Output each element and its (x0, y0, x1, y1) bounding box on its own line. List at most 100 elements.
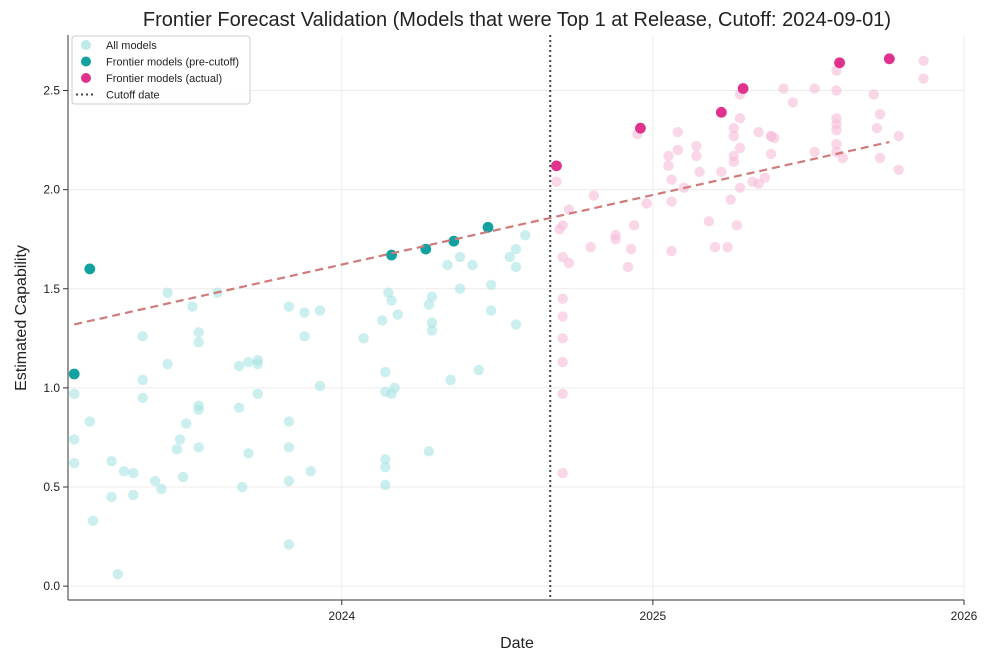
scatter-point-all-pre (174, 434, 186, 445)
scatter-point-all-pre (283, 475, 295, 487)
scatter-point-all-post (769, 132, 780, 144)
scatter-point-all-pre (392, 309, 403, 320)
scatter-point-all-post (666, 174, 677, 185)
scatter-point-all-post (734, 142, 746, 154)
scatter-point-all-pre (442, 259, 453, 271)
scatter-point-all-pre (520, 230, 531, 241)
y-tick-label: 1.5 (43, 282, 60, 296)
scatter-point-all-pre (233, 360, 245, 372)
scatter-point-all-post (625, 243, 637, 255)
scatter-point-all-post (831, 85, 842, 96)
scatter-point-all-pre (389, 382, 400, 394)
scatter-point-all-pre (112, 569, 123, 580)
scatter-point-all-pre (69, 434, 80, 445)
scatter-point-all-post (563, 257, 575, 269)
scatter-point-all-post (703, 216, 715, 227)
scatter-point-all-post (691, 140, 702, 152)
scatter-point-all-post (728, 130, 739, 142)
scatter-point-all-pre (156, 483, 167, 495)
scatter-point-frontier-actual (715, 106, 727, 118)
scatter-point-all-pre (128, 489, 139, 501)
scatter-point-all-post (831, 138, 842, 150)
scatter-point-all-post (694, 166, 705, 177)
scatter-point-all-pre (510, 243, 522, 255)
scatter-point-all-pre (314, 305, 326, 316)
scatter-point-all-post (734, 182, 746, 193)
scatter-point-all-post (722, 241, 733, 253)
scatter-point-all-post (837, 152, 848, 164)
legend-marker-swatch (81, 73, 91, 83)
scatter-point-all-post (691, 150, 702, 162)
x-tick-label: 2025 (640, 609, 667, 623)
scatter-point-frontier-pre (386, 249, 397, 261)
scatter-point-all-pre (454, 251, 466, 263)
scatter-point-all-pre (485, 305, 497, 316)
gridlines (68, 35, 965, 600)
scatter-point-all-pre (445, 374, 456, 386)
legend-label: All models (106, 40, 157, 52)
scatter-point-all-pre (193, 442, 204, 453)
scatter-point-all-pre (69, 388, 80, 400)
y-tick-label: 2.5 (43, 84, 60, 98)
scatter-point-all-pre (380, 366, 391, 378)
scatter-point-all-post (557, 220, 568, 231)
scatter-point-frontier-pre (482, 221, 494, 233)
scatter-point-all-post (557, 467, 568, 479)
scatter-point-all-pre (193, 404, 204, 415)
scatter-point-all-pre (426, 291, 438, 302)
scatter-point-all-pre (187, 301, 198, 312)
scatter-point-all-pre (252, 358, 263, 370)
scatter-point-all-post (871, 122, 883, 134)
scatter-point-all-post (716, 166, 727, 177)
scatter-point-all-post (765, 148, 777, 160)
scatter-point-frontier-actual (551, 160, 562, 172)
scatter-point-all-pre (87, 515, 99, 526)
scatter-point-all-pre (193, 337, 204, 348)
scatter-point-all-pre (137, 331, 148, 342)
scatter-point-all-pre (181, 418, 192, 429)
scatter-point-frontier-actual (737, 83, 749, 94)
scatter-point-all-post (731, 220, 743, 231)
scatter-point-all-pre (423, 446, 435, 457)
scatter-point-all-pre (504, 251, 515, 263)
scatter-point-all-pre (233, 402, 245, 413)
scatter-point-all-post (728, 122, 739, 134)
scatter-point-all-pre (473, 364, 484, 376)
scatter-point-all-post (874, 109, 886, 120)
scatter-point-all-pre (380, 454, 391, 465)
scatter-point-all-pre (118, 465, 130, 477)
x-tick-label: 2024 (328, 609, 355, 623)
scatter-point-all-post (557, 388, 568, 400)
scatter-point-all-pre (377, 315, 388, 326)
scatter-point-all-pre (252, 388, 263, 400)
scatter-point-all-pre (380, 479, 391, 491)
scatter-point-all-pre (380, 461, 391, 473)
y-tick-label: 0.5 (43, 480, 60, 494)
scatter-point-all-pre (386, 295, 397, 306)
chart-title: Frontier Forecast Validation (Models tha… (143, 9, 891, 31)
x-tick-label: 2026 (951, 609, 978, 623)
scatter-point-all-post (672, 144, 683, 156)
scatter-point-frontier-actual (834, 57, 845, 69)
scatter-point-all-pre (454, 283, 466, 294)
scatter-point-all-post (588, 190, 599, 201)
scatter-point-all-post (809, 83, 820, 94)
scatter-point-frontier-pre (84, 263, 96, 275)
scatter-point-all-post (778, 83, 789, 94)
scatter-point-all-pre (426, 325, 438, 336)
y-axis-label: Estimated Capability (13, 245, 30, 391)
scatter-point-all-pre (171, 444, 183, 455)
axes: 2024 2025 2026 0.0 0.5 1.0 1.5 2.0 2.5 (43, 35, 978, 623)
scatter-point-all-post (759, 172, 771, 183)
scatter-point-all-pre (305, 465, 316, 477)
legend-marker-swatch (81, 56, 91, 67)
scatter-point-all-post (893, 130, 904, 142)
scatter-point-all-pre (243, 356, 254, 368)
scatter-point-all-post (557, 356, 568, 368)
scatter-point-all-pre (237, 481, 248, 493)
scatter-point-all-pre (193, 327, 204, 338)
y-tick-label: 0.0 (43, 579, 60, 593)
scatter-point-all-pre (283, 416, 295, 427)
scatter-point-all-pre (283, 539, 295, 550)
